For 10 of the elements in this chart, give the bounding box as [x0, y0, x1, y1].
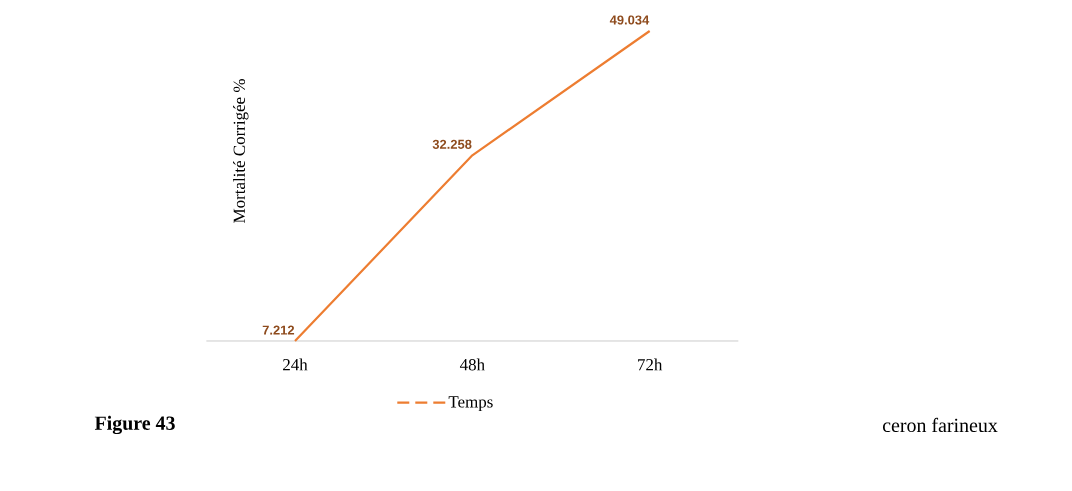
legend-label: Temps: [448, 396, 493, 412]
data-label: 49.034: [609, 15, 650, 25]
y-axis-title: Mortalité Corrigée %: [233, 79, 249, 223]
x-tick-label: 48h: [459, 358, 485, 371]
data-label: 32.258: [432, 139, 472, 149]
data-label: 7.212: [262, 325, 295, 335]
text: ceron farineux: [882, 417, 998, 433]
x-tick-label: 72h: [638, 358, 663, 371]
text: Figure 43: [94, 415, 175, 435]
x-tick-label: 24h: [283, 358, 308, 371]
